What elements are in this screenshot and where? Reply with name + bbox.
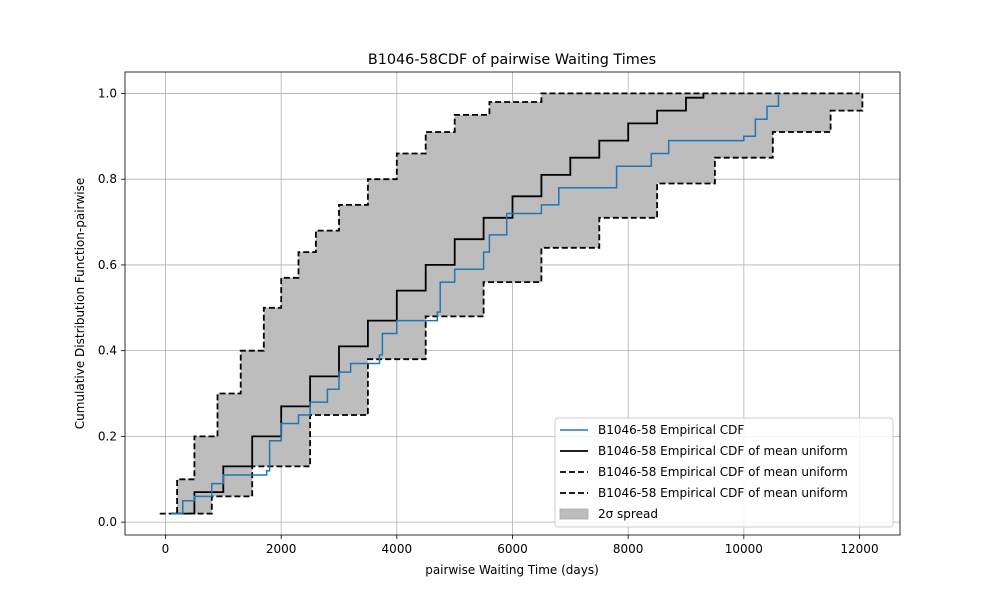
y-tick-label: 0.2 [98,429,117,443]
series-empirical-cdf [171,93,780,515]
legend-label-lower: B1046-58 Empirical CDF of mean uniform [598,486,848,500]
y-axis-label: Cumulative Distribution Function-pairwis… [73,178,87,430]
series-lines [159,92,864,515]
x-tick-label: 10000 [725,542,763,556]
x-tick-label: 2000 [266,542,297,556]
y-tick-label: 0.4 [98,344,117,358]
legend: B1046-58 Empirical CDF B1046-58 Empirica… [554,417,894,528]
legend-swatch-band [559,508,589,520]
series-mean-uniform [171,93,705,515]
x-tick-label: 4000 [382,542,413,556]
legend-box [554,417,894,528]
x-tick-label: 6000 [497,542,528,556]
legend-label-mean: B1046-58 Empirical CDF of mean uniform [598,444,848,458]
legend-label-band: 2σ spread [598,507,658,521]
y-tick-label: 0.0 [98,515,117,529]
legend-label-upper: B1046-58 Empirical CDF of mean uniform [598,465,848,479]
y-tick-label: 1.0 [98,86,117,100]
legend-label-empirical: B1046-58 Empirical CDF [598,423,744,437]
x-axis-label: pairwise Waiting Time (days) [425,563,599,577]
two-sigma-band [159,93,863,514]
x-tick-label: 8000 [613,542,644,556]
y-tick-label: 0.8 [98,172,117,186]
chart-title: B1046-58CDF of pairwise Waiting Times [368,52,656,68]
x-tick-label: 0 [162,542,170,556]
band-fill [159,93,863,514]
y-tick-label: 0.6 [98,258,117,272]
axis-ticks: 0 2000 4000 6000 8000 10000 12000 0.0 0.2 0.4 0.6 0… [98,86,879,556]
series-upper-bound [159,92,860,515]
x-tick-label: 12000 [840,542,878,556]
series-lower-bound [188,93,864,515]
